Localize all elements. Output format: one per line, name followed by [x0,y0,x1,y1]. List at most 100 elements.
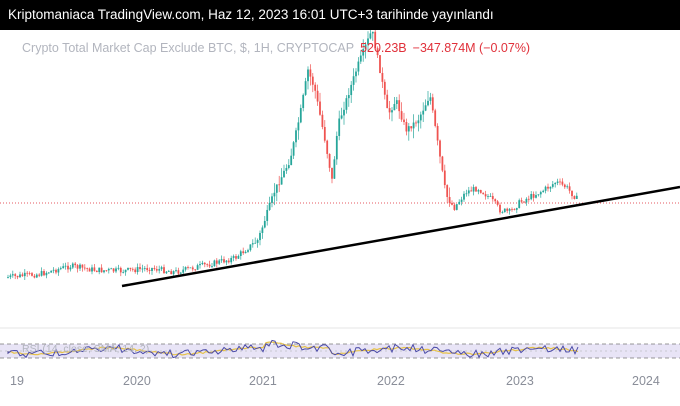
candle-body [508,208,511,211]
candle-body [19,274,21,278]
candle-body [259,232,261,241]
candle-body [122,272,125,273]
price-chart[interactable]: 19 2020 2021 2022 2023 2024 [0,30,680,406]
candle-body [79,264,81,269]
candle-body [95,270,98,273]
candle-body [563,184,566,188]
candle-body [187,267,189,268]
candle-body [285,167,288,171]
publication-header: Kriptomaniaca TradingView.com, Haz 12, 2… [0,0,680,30]
candle-body [410,126,413,129]
candle-body [302,94,305,109]
candle-body [345,98,348,110]
candle-body [249,244,252,251]
candle-body [232,256,235,258]
candle-body [535,195,537,198]
rsi-pane [0,339,680,359]
candle-body [307,69,309,82]
candle-body [561,181,564,185]
candle-body [62,266,65,269]
candle-body [251,243,254,245]
candle-body [335,135,338,160]
candle-body [487,196,489,197]
candle-body [69,267,72,270]
candle-body [100,267,103,273]
candle-body [316,90,319,102]
candle-series [7,30,578,281]
candle-body [223,259,225,263]
candle-body [568,186,571,191]
candle-body [424,105,427,111]
candle-body [460,199,463,202]
candle-body [242,251,245,254]
candle-body [419,114,422,121]
candle-body [170,271,173,275]
candle-body [367,38,369,45]
x-tick-label: 2022 [377,374,405,388]
candle-body [323,126,326,141]
candle-body [237,256,240,259]
candle-body [386,94,389,109]
candle-body [91,267,93,272]
candle-body [247,250,249,252]
candle-body [218,260,221,264]
candle-body [467,190,470,194]
candle-body [455,204,458,210]
candle-body [304,81,307,95]
candle-body [364,44,367,50]
candle-body [151,267,153,271]
candle-body [40,271,43,276]
candle-body [393,103,396,111]
candle-body [57,269,60,273]
candle-body [158,269,161,271]
candle-body [268,202,271,210]
candle-body [81,264,84,268]
candle-body [554,182,557,185]
candle-body [230,257,233,263]
candle-body [55,269,57,273]
candle-body [220,259,223,261]
candle-body [59,268,62,270]
symbol-name: Crypto Total Market Cap Exclude BTC, $, … [22,41,355,55]
candle-body [520,200,523,202]
candle-body [16,275,19,278]
candle-body [472,187,475,192]
candle-body [398,100,401,112]
candle-body [573,196,576,199]
candle-body [326,140,329,154]
price-change: −347.874M (−0.07%) [412,41,531,55]
candle-body [470,190,473,192]
candle-body [9,275,12,278]
candle-body [7,277,9,278]
rsi-indicator-label[interactable]: RSI (14, close, SMA, 14, 2) [22,343,150,355]
candle-body [283,170,285,178]
candle-body [355,71,357,77]
candle-body [136,267,139,273]
candle-body [434,110,437,126]
candle-body [537,194,540,196]
candle-body [511,208,513,210]
symbol-legend[interactable]: Crypto Total Market Cap Exclude BTC, $, … [22,41,530,55]
candle-body [482,192,485,195]
candle-body [199,264,201,266]
candle-body [506,208,509,211]
candle-body [381,72,384,82]
candle-body [566,186,569,188]
candle-body [35,274,38,278]
candle-body [28,273,31,274]
candle-body [23,272,26,277]
candle-body [451,202,453,205]
candle-body [441,156,444,171]
candle-body [352,76,355,85]
candle-body [527,198,530,200]
candle-body [475,187,477,192]
chart-area[interactable]: 19 2020 2021 2022 2023 2024 Crypto Total… [0,30,680,406]
candle-body [194,269,197,271]
trendline-support[interactable] [121,185,680,288]
candle-body [362,49,365,56]
candle-body [383,81,386,95]
candle-body [254,242,257,244]
candle-body [405,122,408,132]
candle-body [439,140,441,157]
candle-body [93,267,96,271]
